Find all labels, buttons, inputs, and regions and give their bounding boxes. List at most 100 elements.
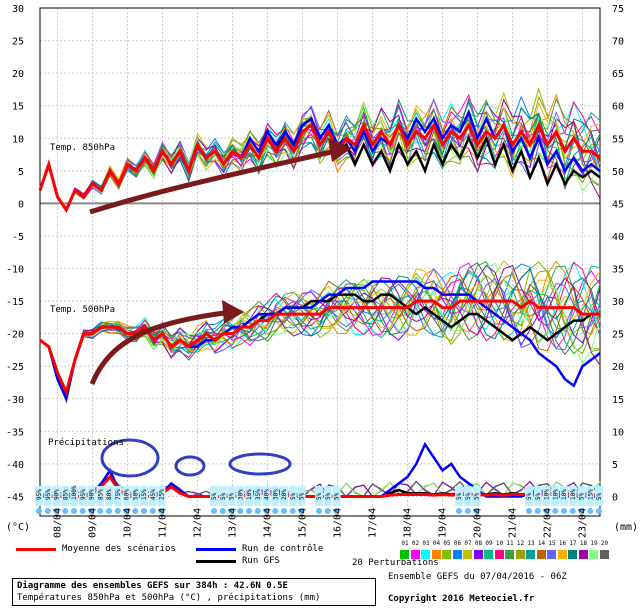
snow-risk-cell [271, 486, 280, 506]
snow-risk-cell [253, 486, 262, 506]
x-tick-label: 21/04 [508, 508, 519, 538]
right-axis-unit: (mm) [614, 522, 638, 533]
footer-title-box: Diagramme des ensembles GEFS sur 384h : … [12, 578, 376, 606]
snowflake-icon [149, 508, 156, 514]
x-tick-label: 16/04 [333, 508, 344, 538]
perturbation-swatch: 19 [589, 540, 599, 562]
snowflake-icon [97, 508, 104, 514]
perturbation-id: 20 [600, 540, 609, 547]
perturbation-color [505, 550, 514, 559]
x-tick-label: 20/04 [473, 508, 484, 538]
snow-risk-value: 35% [255, 489, 262, 500]
perturbation-color [410, 550, 420, 559]
label-precip: Précipitations [48, 437, 124, 448]
perturbation-id: 09 [485, 540, 493, 547]
snowflake-icon [534, 508, 541, 514]
snowflake-icon [158, 508, 165, 514]
perturbation-id: 14 [537, 540, 546, 547]
snow-risk-cell [113, 486, 122, 506]
legend: Moyenne des scénarios Run de contrôle Ru… [0, 538, 640, 582]
plot-border [39, 7, 601, 517]
right-tick-label: 10 [612, 427, 624, 438]
snow-risk-cell [61, 486, 70, 506]
legend-label-control: Run de contrôle [242, 544, 324, 554]
x-tick-label: 17/04 [368, 508, 379, 538]
snow-risk-value: 5% [465, 492, 472, 500]
x-axis-ticks: 08/04 09/04 10/04 11/04 12/04 13/04 14/04 15/04… [53, 508, 589, 538]
snowflake-icon [324, 508, 331, 514]
perturbation-color [463, 550, 472, 559]
snow-risk-value: 5% [456, 492, 463, 500]
ensemble-chart: 95% 95% 90% 85% 100% 95% 90% 85% 80% 75% 60% 50% 15%… [6, 4, 638, 538]
right-tick-label: 40 [612, 232, 624, 243]
left-tick-label: -35 [6, 427, 24, 438]
snow-risk-cell [595, 486, 603, 506]
footer-source-box: Ensemble GEFS du 07/04/2016 - 06Z Copyri… [388, 572, 628, 604]
annotation-circle-1 [100, 438, 160, 478]
snowflake-icon [79, 508, 86, 514]
snow-risk-cell [577, 486, 586, 506]
perturbation-swatches: 01 02 03 04 05 06 07 08 09 10 11 12 13 14 15 16 17 18 19 20 [400, 540, 630, 574]
right-tick-label: 25 [612, 330, 624, 341]
perturbation-id: 11 [506, 540, 514, 547]
snowflake-icon [456, 508, 462, 514]
left-tick-label: 0 [18, 199, 24, 210]
right-tick-label: 65 [612, 69, 624, 80]
right-tick-label: 20 [612, 362, 624, 373]
perturbation-color [431, 550, 441, 559]
snow-risk-cell [455, 486, 463, 506]
left-tick-label: 10 [12, 134, 24, 145]
snow-risk-value: 40% [264, 489, 271, 500]
snow-risk-cell [542, 486, 551, 506]
snow-risk-value: 5% [211, 492, 218, 500]
chart-source: Ensemble GEFS du 07/04/2016 - 06Z [388, 572, 567, 582]
snow-risk-value: 10% [552, 489, 559, 500]
right-tick-label: 30 [612, 297, 624, 308]
right-tick-label: 60 [612, 102, 624, 113]
snowflake-icon [578, 508, 585, 514]
right-tick-label: 75 [612, 4, 624, 15]
snowflake-icon [316, 508, 322, 514]
snow-risk-value: 5% [526, 492, 533, 500]
perturbation-swatch: 06 [452, 540, 463, 562]
label-t850: Temp. 850hPa [50, 143, 115, 153]
left-tick-label: -20 [6, 330, 24, 341]
snow-risk-value: 5% [535, 492, 542, 500]
perturbation-color [442, 550, 451, 559]
snow-risk-value: 5% [290, 492, 297, 500]
chart-copyright: Copyright 2016 Meteociel.fr [388, 594, 535, 604]
snowflake-icon [596, 508, 602, 514]
snowflake-icon [473, 508, 480, 514]
annotation-arrowhead-850 [328, 138, 352, 162]
right-tick-label: 0 [612, 492, 618, 503]
snow-risk-cell [568, 486, 577, 506]
left-tick-label: 15 [12, 102, 24, 113]
snow-risk-value: 85% [62, 489, 69, 500]
perturbation-swatch: 08 [473, 540, 484, 562]
right-tick-label: 50 [612, 167, 624, 178]
perturbation-color [494, 550, 504, 559]
snowflake-icon [106, 508, 112, 514]
snowflake-icon [123, 508, 130, 514]
perturbation-color [515, 550, 525, 559]
snow-risk-value: 60% [124, 489, 131, 500]
snow-risk-value: 75% [115, 489, 122, 500]
snow-risk-value: 5% [229, 492, 236, 500]
snowflake-icon [211, 508, 217, 514]
annotation-arrowhead-500 [222, 300, 244, 324]
perturbation-swatch: 02 [410, 540, 421, 562]
snow-risk-cell [148, 486, 157, 506]
perturbation-line-850 [39, 97, 601, 212]
perturbation-swatch: 16 [557, 540, 568, 562]
perturbation-color [473, 550, 483, 559]
snow-risk-cell [560, 486, 568, 506]
x-tick-label: 08/04 [53, 508, 64, 538]
annotation-arrow-850 [89, 147, 341, 215]
left-tick-label: -30 [6, 395, 24, 406]
perturbation-swatch: 15 [547, 540, 557, 562]
snowflake-icon [254, 508, 261, 514]
perturbation-swatch: 05 [442, 540, 452, 562]
right-tick-label: 15 [612, 395, 624, 406]
snow-risk-cell [323, 486, 332, 506]
perturbation-swatch: 04 [431, 540, 442, 562]
